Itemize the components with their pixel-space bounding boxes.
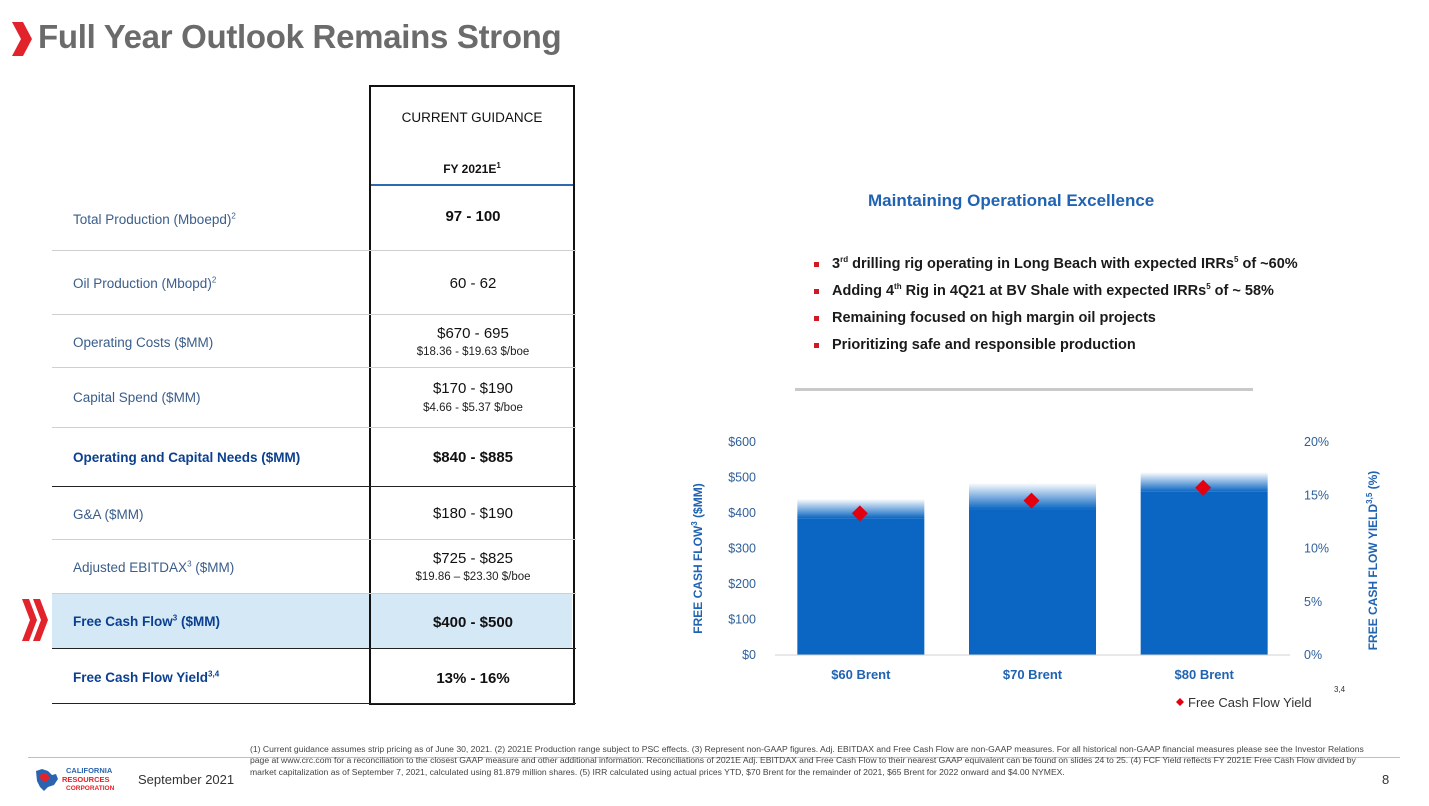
row-value: 13% - 16% — [436, 670, 510, 687]
yield-marker — [851, 505, 868, 522]
y2-tick-label: 5% — [1304, 595, 1322, 609]
table-row: Free Cash Flow3 ($MM) $400 - $500 — [52, 594, 576, 649]
footer-divider — [28, 757, 1400, 758]
divider — [795, 388, 1253, 391]
legend-superscript: 3,4 — [1334, 685, 1346, 694]
bullet-item: 3rd drilling rig operating in Long Beach… — [814, 256, 1298, 283]
row-value: $400 - $500 — [432, 614, 514, 631]
guidance-period: FY 2021E1 — [443, 161, 501, 177]
row-value: $170 - $190 — [432, 380, 514, 397]
y-tick-label: $600 — [728, 435, 756, 449]
y-tick-label: $300 — [728, 542, 756, 556]
row-label: Operating Costs ($MM) — [73, 335, 214, 350]
bar — [797, 518, 925, 655]
table-row: Total Production (Mboepd)2 97 - 100 — [52, 186, 576, 251]
y2-tick-label: 20% — [1304, 435, 1329, 449]
x-tick-label: $70 Brent — [1003, 667, 1063, 682]
table-row: Operating Costs ($MM) $670 - 695 $18.36 - … — [52, 315, 576, 368]
row-value: $840 - $885 — [432, 449, 514, 466]
row-label: Free Cash Flow Yield3,4 — [73, 669, 220, 685]
page-number: 8 — [1382, 772, 1390, 787]
y-tick-label: $200 — [728, 577, 756, 591]
y-tick-label: $400 — [728, 506, 756, 520]
row-value: $725 - $825 — [432, 550, 514, 567]
yield-marker — [1195, 479, 1212, 496]
bullet-square-icon — [814, 262, 819, 267]
header-divider — [371, 184, 573, 186]
bar — [1140, 491, 1268, 655]
row-label: Oil Production (Mbopd)2 — [73, 275, 217, 291]
bullet-square-icon — [814, 316, 819, 321]
company-logo: CALIFORNIA RESOURCES CORPORATION — [36, 766, 115, 792]
footer-date: September 2021 — [138, 772, 235, 787]
y-tick-label: $0 — [742, 648, 756, 662]
x-tick-label: $60 Brent — [831, 667, 891, 682]
row-value: $670 - 695 — [437, 325, 509, 342]
footnote: (1) Current guidance assumes strip prici… — [250, 744, 1364, 777]
free-cash-flow-chart: $0 $100 $200 $300 $400 $500 $600 0% 5% 10% 15% 20% $… — [690, 435, 1380, 710]
y-tick-label: $500 — [728, 471, 756, 485]
svg-text:CORPORATION: CORPORATION — [66, 785, 115, 792]
bullet-list: 3rd drilling rig operating in Long Beach… — [814, 256, 1298, 364]
row-subvalue: $19.86 – $23.30 $/boe — [415, 571, 531, 583]
table-row: Oil Production (Mbopd)2 60 - 62 — [52, 251, 576, 315]
svg-text:RESOURCES: RESOURCES — [62, 775, 110, 784]
svg-text:CALIFORNIA: CALIFORNIA — [66, 766, 113, 775]
row-subvalue: $18.36 - $19.63 $/boe — [416, 346, 530, 358]
y-axis-title: FREE CASH FLOW3 ($MM) — [690, 483, 705, 633]
guidance-header: CURRENT GUIDANCE — [401, 110, 543, 125]
row-label: Total Production (Mboepd)2 — [73, 211, 236, 227]
row-subvalue: $4.66 - $5.37 $/boe — [423, 402, 523, 414]
double-chevron-icon — [22, 599, 48, 641]
bullet-item: Prioritizing safe and responsible produc… — [814, 337, 1298, 364]
y2-tick-label: 15% — [1304, 488, 1329, 502]
table-row: Operating and Capital Needs ($MM) $840 - … — [52, 428, 576, 487]
chevron-right-icon — [12, 22, 32, 56]
table-row: Adjusted EBITDAX3 ($MM) $725 - $825 $19.86… — [52, 540, 576, 594]
table-row: Capital Spend ($MM) $170 - $190 $4.66 - $5… — [52, 368, 576, 428]
row-value: 97 - 100 — [445, 208, 501, 225]
y2-tick-label: 10% — [1304, 542, 1329, 556]
y-tick-label: $100 — [728, 613, 756, 627]
row-label: Capital Spend ($MM) — [73, 390, 201, 405]
bullet-item: Adding 4th Rig in 4Q21 at BV Shale with … — [814, 283, 1298, 310]
bar — [969, 509, 1096, 655]
highlight-band — [52, 593, 572, 648]
y2-axis-title: FREE CASH FLOW YIELD3,5 (%) — [1365, 471, 1380, 651]
x-tick-label: $80 Brent — [1175, 667, 1235, 682]
bullet-item: Remaining focused on high margin oil pro… — [814, 310, 1298, 337]
row-value: $180 - $190 — [432, 505, 514, 522]
row-value: 60 - 62 — [449, 275, 497, 292]
section-title: Maintaining Operational Excellence — [868, 191, 1155, 210]
yield-marker — [1023, 492, 1040, 509]
legend-label: Free Cash Flow Yield — [1188, 695, 1312, 710]
table-row: G&A ($MM) $180 - $190 — [52, 487, 576, 540]
table-row: Free Cash Flow Yield3,4 13% - 16% — [52, 649, 576, 704]
guidance-box — [369, 85, 575, 705]
row-label: G&A ($MM) — [73, 507, 144, 522]
row-label: Operating and Capital Needs ($MM) — [73, 450, 301, 465]
y2-tick-label: 0% — [1304, 648, 1322, 662]
page-title: Full Year Outlook Remains Strong — [38, 18, 562, 55]
row-label: Free Cash Flow3 ($MM) — [73, 613, 220, 629]
row-label: Adjusted EBITDAX3 ($MM) — [73, 559, 235, 575]
legend-marker-icon — [1176, 698, 1184, 706]
bullet-square-icon — [814, 289, 819, 294]
bullet-square-icon — [814, 343, 819, 348]
